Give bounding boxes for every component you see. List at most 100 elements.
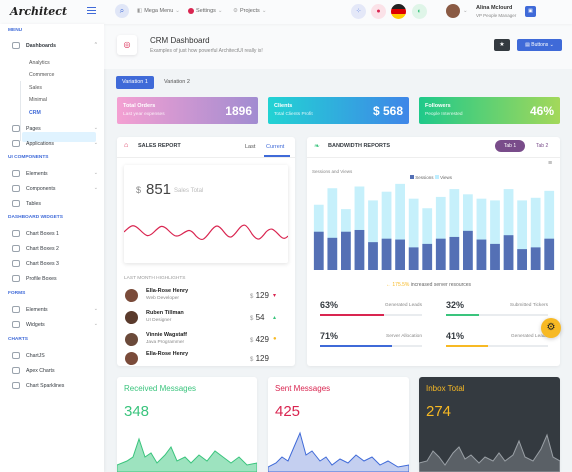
bank-icon: ⌂ xyxy=(124,142,129,149)
bar-sessions xyxy=(435,238,446,270)
sidebar-toggle-icon[interactable] xyxy=(87,7,96,14)
stat-label: Generated Leads xyxy=(510,334,548,339)
tab-last[interactable]: Last xyxy=(245,144,256,150)
language-flag-icon[interactable] xyxy=(391,4,406,19)
bar-sessions xyxy=(408,247,419,270)
arrow-up-icon: ▴ xyxy=(273,315,277,321)
bar-views xyxy=(408,198,419,270)
sidebar-item-form-elements[interactable]: Elements ⌄ xyxy=(12,306,98,313)
chart-icon xyxy=(12,367,20,374)
sidebar-item-applications[interactable]: Applications ⌄ xyxy=(12,140,98,147)
list-item[interactable]: Vinnie Wagstaff Java Programmer $ 429 ● xyxy=(125,331,285,352)
settings-menu[interactable]: Settings ⌄ xyxy=(188,8,222,14)
card-value: 348 xyxy=(124,403,150,420)
sidebar-item-chartjs[interactable]: ChartJS xyxy=(12,352,98,359)
sidebar-item-label: Chart Sparklines xyxy=(26,382,65,389)
sidebar-item-label: Profile Boxes xyxy=(26,275,57,282)
sidebar-item-sparklines[interactable]: Chart Sparklines xyxy=(12,382,98,389)
sidebar-item-elements[interactable]: Elements ⌄ xyxy=(12,170,98,177)
card-title: Received Messages xyxy=(124,384,197,393)
tab-2[interactable]: Tab 2 xyxy=(536,143,549,149)
search-icon[interactable]: ⌕ xyxy=(115,4,129,18)
sidebar-item-chart-boxes-1[interactable]: Chart Boxes 1 xyxy=(12,230,98,237)
bar-views xyxy=(395,183,405,270)
notifications-icon[interactable]: ● xyxy=(371,4,386,19)
kpi-title: Followers xyxy=(425,103,451,109)
sidebar-item-apex[interactable]: Apex Charts xyxy=(12,367,98,374)
star-button[interactable]: ★ xyxy=(494,39,510,51)
apps-icon[interactable]: ⁘ xyxy=(351,4,366,19)
sales-sparkline xyxy=(124,224,288,241)
chart-legend: Sessions Views xyxy=(410,175,452,180)
settings-label: Settings xyxy=(196,8,216,14)
currency-sign: $ xyxy=(250,338,254,344)
card-title: Sent Messages xyxy=(275,384,331,393)
app-logo: Architect xyxy=(10,5,68,18)
tab-1[interactable]: Tab 1 xyxy=(495,140,525,152)
sales-total-label: Sales Total xyxy=(174,188,204,194)
avatar xyxy=(125,289,138,302)
sidebar-item-chart-boxes-2[interactable]: Chart Boxes 2 xyxy=(12,245,98,252)
sidebar-heading-menu: MENU xyxy=(8,28,23,33)
sales-currency: $ xyxy=(136,185,142,195)
status-dot-icon: ● xyxy=(273,336,277,342)
list-item[interactable]: Ella-Rose Henry $ 129 xyxy=(125,350,285,366)
sent-messages-card: Sent Messages 425 xyxy=(268,377,409,472)
top-header: Architect ⌕ ◧ Mega Menu ⌄ Settings ⌄ ⚙ Proje… xyxy=(0,0,572,24)
sent-sparkline xyxy=(268,431,409,472)
sidebar-item-form-widgets[interactable]: Widgets ⌄ xyxy=(12,321,98,328)
server-increase: ← 175.5% increased server resources xyxy=(386,282,471,288)
menu-icon[interactable]: ≡ xyxy=(548,160,553,167)
stat-label: Generated Leads xyxy=(384,303,422,308)
sidebar-item-crm[interactable]: CRM xyxy=(29,110,41,116)
diamond-icon xyxy=(12,170,20,177)
settings-gear-button[interactable]: ⚙ xyxy=(541,318,561,338)
bar-views xyxy=(449,189,460,270)
buttons-dropdown[interactable]: ▤ Buttons ⌄ xyxy=(517,39,562,51)
tab-current[interactable]: Current xyxy=(266,144,285,150)
card-title: Inbox Total xyxy=(426,384,465,393)
person-role: Web Developer xyxy=(146,296,179,301)
kpi-subtitle: Last year expenses xyxy=(123,112,165,117)
sidebar-item-profile-boxes[interactable]: Profile Boxes xyxy=(12,275,98,282)
tab-variation-1[interactable]: Variation 1 xyxy=(116,76,154,89)
wand-icon xyxy=(12,321,20,328)
person-name: Ruben Tillman xyxy=(146,310,184,316)
sidebar-item-commerce[interactable]: Commerce xyxy=(29,72,55,78)
sidebar-item-minimal[interactable]: Minimal xyxy=(29,97,47,103)
sidebar-item-chart-boxes-3[interactable]: Chart Boxes 3 xyxy=(12,260,98,267)
bar-views xyxy=(530,197,541,270)
user-avatar[interactable] xyxy=(446,4,460,18)
amount: 54 xyxy=(255,313,265,322)
sidebar-heading-widgets: DASHBOARD WIDGETS xyxy=(8,215,63,220)
received-sparkline xyxy=(117,437,257,472)
projects-menu[interactable]: ⚙ Projects ⌄ xyxy=(233,8,266,14)
bar-sessions xyxy=(395,239,405,270)
gear-icon: ⚙ xyxy=(233,8,238,14)
chevron-down-icon[interactable]: ⌄ xyxy=(463,8,468,14)
sidebar-item-pages[interactable]: Pages ⌄ xyxy=(12,125,98,132)
tab-variation-2[interactable]: Variation 2 xyxy=(164,79,190,85)
stat-progress xyxy=(446,314,548,316)
activity-icon[interactable]: ◐ xyxy=(412,4,427,19)
bar-views xyxy=(354,186,365,270)
tab-current-underline xyxy=(264,155,290,157)
person-value: $ 129 xyxy=(250,291,269,300)
sidebar-item-label: Applications xyxy=(26,140,54,147)
sidebar-item-tables[interactable]: Tables xyxy=(12,200,98,207)
kpi-value: 46% xyxy=(529,104,554,118)
chart-icon xyxy=(12,352,20,359)
mega-menu-label: Mega Menu xyxy=(144,8,174,14)
list-item[interactable]: Ruben Tillman UI Designer $ 54 ▴ xyxy=(125,309,285,330)
mega-menu[interactable]: ◧ Mega Menu ⌄ xyxy=(137,8,180,14)
person-value: $ 129 xyxy=(250,354,269,363)
list-item[interactable]: Ella-Rose Henry Web Developer $ 129 ▾ xyxy=(125,287,285,308)
bar-sessions xyxy=(327,237,338,270)
sidebar-item-analytics[interactable]: Analytics xyxy=(29,60,50,66)
sidebar-item-components[interactable]: Components ⌄ xyxy=(12,185,98,192)
user-menu-button[interactable]: ▣ xyxy=(525,6,536,17)
highlights-heading: LAST MONTH HIGHLIGHTS xyxy=(124,276,186,281)
sidebar-item-sales[interactable]: Sales xyxy=(29,85,42,91)
increase-label: increased server resources xyxy=(410,282,472,288)
sidebar-item-dashboards[interactable]: Dashboards ⌃ xyxy=(12,42,98,49)
